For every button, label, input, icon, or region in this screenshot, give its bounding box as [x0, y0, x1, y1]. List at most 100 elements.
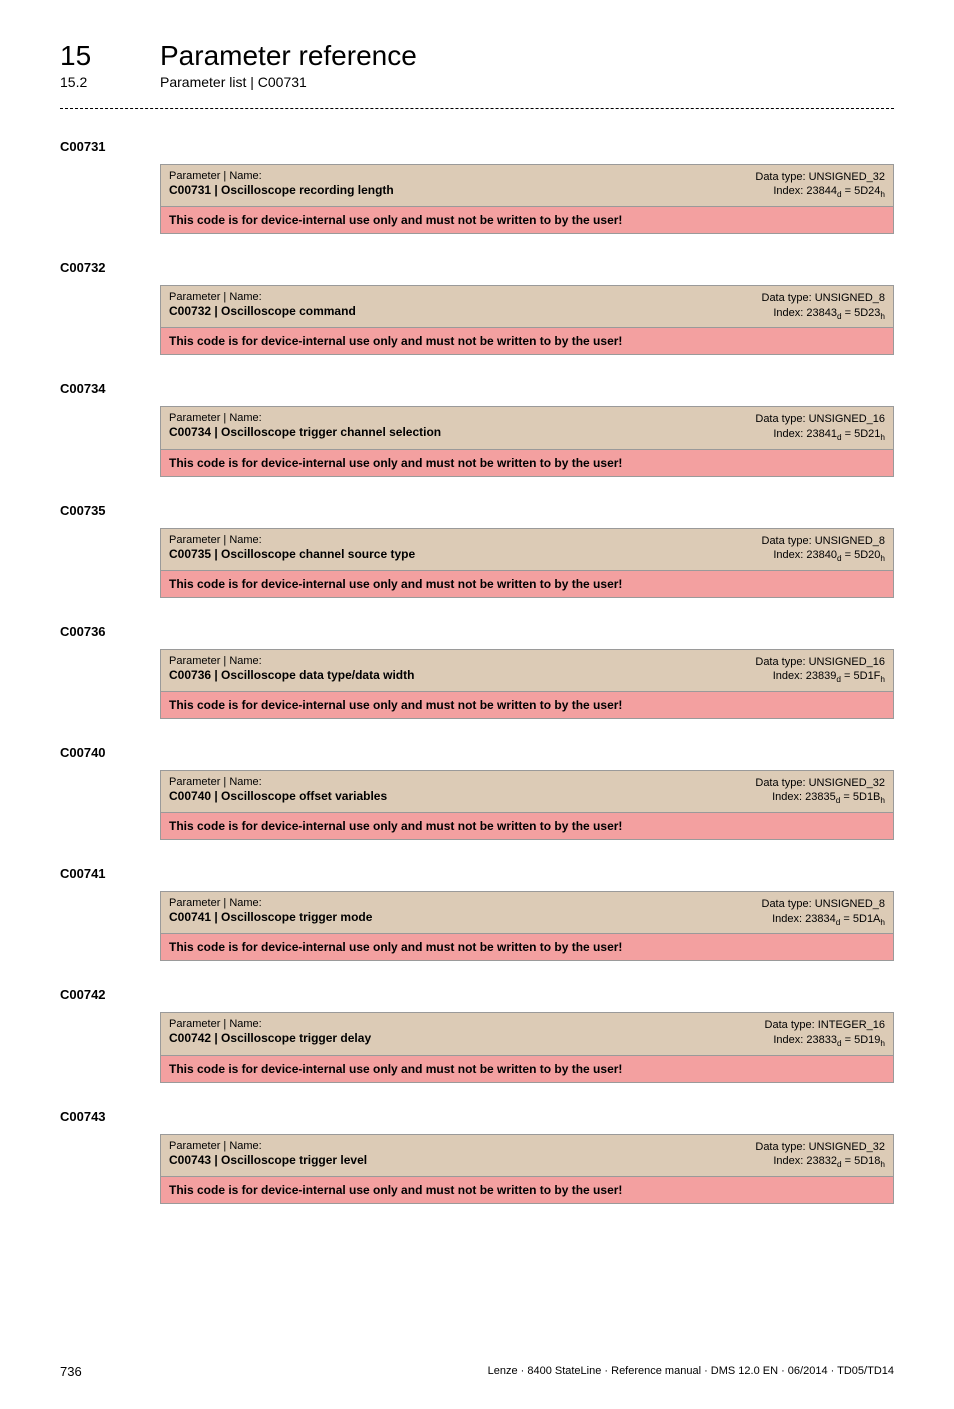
param-section: C00743 Parameter | Name:C00743 | Oscillos…: [60, 1109, 894, 1204]
param-code-label: C00740: [60, 745, 894, 760]
param-header-left: Parameter | Name:C00736 | Oscilloscope d…: [169, 655, 414, 682]
param-header-right: Data type: UNSIGNED_32Index: 23832d = 5D…: [755, 1140, 885, 1171]
param-datatype: Data type: UNSIGNED_8: [762, 534, 886, 548]
param-code-label: C00735: [60, 503, 894, 518]
param-box: Parameter | Name:C00741 | Oscilloscope t…: [160, 891, 894, 961]
param-name-label: Parameter | Name:: [169, 1140, 367, 1152]
param-code-label: C00741: [60, 866, 894, 881]
chapter-number: 15: [60, 40, 160, 72]
param-name: C00741 | Oscilloscope trigger mode: [169, 910, 372, 924]
param-name: C00734 | Oscilloscope trigger channel se…: [169, 425, 441, 439]
page-number: 736: [60, 1364, 82, 1379]
page-footer: 736 Lenze · 8400 StateLine · Reference m…: [60, 1364, 894, 1379]
param-index: Index: 23840d = 5D20h: [762, 548, 886, 565]
param-body-note: This code is for device-internal use onl…: [161, 327, 893, 354]
param-body-note: This code is for device-internal use onl…: [161, 570, 893, 597]
param-name: C00740 | Oscilloscope offset variables: [169, 789, 387, 803]
param-header-right: Data type: UNSIGNED_16Index: 23839d = 5D…: [755, 655, 885, 686]
doc-reference: Lenze · 8400 StateLine · Reference manua…: [488, 1365, 894, 1377]
param-datatype: Data type: INTEGER_16: [765, 1018, 885, 1032]
param-name: C00736 | Oscilloscope data type/data wid…: [169, 668, 414, 682]
param-header-left: Parameter | Name:C00743 | Oscilloscope t…: [169, 1140, 367, 1167]
param-box: Parameter | Name:C00731 | Oscilloscope r…: [160, 164, 894, 234]
param-body-note: This code is for device-internal use onl…: [161, 449, 893, 476]
param-code-label: C00736: [60, 624, 894, 639]
param-name-label: Parameter | Name:: [169, 1018, 371, 1030]
param-index: Index: 23834d = 5D1Ah: [762, 912, 886, 929]
param-header: Parameter | Name:C00731 | Oscilloscope r…: [161, 165, 893, 206]
param-body-note: This code is for device-internal use onl…: [161, 206, 893, 233]
param-code-label: C00731: [60, 139, 894, 154]
param-header: Parameter | Name:C00736 | Oscilloscope d…: [161, 650, 893, 691]
param-body-note: This code is for device-internal use onl…: [161, 812, 893, 839]
param-section: C00731 Parameter | Name:C00731 | Oscillos…: [60, 139, 894, 234]
param-datatype: Data type: UNSIGNED_32: [755, 1140, 885, 1154]
param-datatype: Data type: UNSIGNED_8: [762, 291, 886, 305]
param-header: Parameter | Name:C00741 | Oscilloscope t…: [161, 892, 893, 933]
param-box: Parameter | Name:C00736 | Oscilloscope d…: [160, 649, 894, 719]
param-header-left: Parameter | Name:C00734 | Oscilloscope t…: [169, 412, 441, 439]
param-name: C00731 | Oscilloscope recording length: [169, 183, 394, 197]
param-section: C00740 Parameter | Name:C00740 | Oscillos…: [60, 745, 894, 840]
param-name: C00742 | Oscilloscope trigger delay: [169, 1031, 371, 1045]
divider-dashed: [60, 108, 894, 109]
chapter-header: 15 Parameter reference: [60, 40, 894, 72]
param-name: C00743 | Oscilloscope trigger level: [169, 1153, 367, 1167]
param-datatype: Data type: UNSIGNED_16: [755, 412, 885, 426]
param-header-left: Parameter | Name:C00735 | Oscilloscope c…: [169, 534, 415, 561]
param-section: C00736 Parameter | Name:C00736 | Oscillos…: [60, 624, 894, 719]
param-header-right: Data type: UNSIGNED_32Index: 23844d = 5D…: [755, 170, 885, 201]
param-name-label: Parameter | Name:: [169, 655, 414, 667]
param-code-label: C00743: [60, 1109, 894, 1124]
param-box: Parameter | Name:C00734 | Oscilloscope t…: [160, 406, 894, 476]
param-header: Parameter | Name:C00735 | Oscilloscope c…: [161, 529, 893, 570]
param-index: Index: 23835d = 5D1Bh: [755, 790, 885, 807]
param-header-right: Data type: UNSIGNED_8Index: 23843d = 5D2…: [762, 291, 886, 322]
param-header-right: Data type: UNSIGNED_16Index: 23841d = 5D…: [755, 412, 885, 443]
param-index: Index: 23839d = 5D1Fh: [755, 669, 885, 686]
param-header: Parameter | Name:C00734 | Oscilloscope t…: [161, 407, 893, 448]
param-code-label: C00732: [60, 260, 894, 275]
param-index: Index: 23832d = 5D18h: [755, 1154, 885, 1171]
param-header-left: Parameter | Name:C00740 | Oscilloscope o…: [169, 776, 387, 803]
param-index: Index: 23843d = 5D23h: [762, 306, 886, 323]
param-section: C00741 Parameter | Name:C00741 | Oscillos…: [60, 866, 894, 961]
param-section: C00735 Parameter | Name:C00735 | Oscillos…: [60, 503, 894, 598]
param-body-note: This code is for device-internal use onl…: [161, 691, 893, 718]
param-box: Parameter | Name:C00732 | Oscilloscope c…: [160, 285, 894, 355]
param-header-left: Parameter | Name:C00742 | Oscilloscope t…: [169, 1018, 371, 1045]
param-name-label: Parameter | Name:: [169, 776, 387, 788]
param-name: C00732 | Oscilloscope command: [169, 304, 356, 318]
param-header: Parameter | Name:C00732 | Oscilloscope c…: [161, 286, 893, 327]
param-index: Index: 23841d = 5D21h: [755, 427, 885, 444]
param-header-left: Parameter | Name:C00732 | Oscilloscope c…: [169, 291, 356, 318]
param-header-right: Data type: UNSIGNED_32Index: 23835d = 5D…: [755, 776, 885, 807]
param-name-label: Parameter | Name:: [169, 291, 356, 303]
param-datatype: Data type: UNSIGNED_32: [755, 170, 885, 184]
param-header-left: Parameter | Name:C00741 | Oscilloscope t…: [169, 897, 372, 924]
param-section: C00732 Parameter | Name:C00732 | Oscillos…: [60, 260, 894, 355]
param-section: C00734 Parameter | Name:C00734 | Oscillos…: [60, 381, 894, 476]
param-header-right: Data type: UNSIGNED_8Index: 23834d = 5D1…: [762, 897, 886, 928]
param-box: Parameter | Name:C00742 | Oscilloscope t…: [160, 1012, 894, 1082]
subchapter-number: 15.2: [60, 74, 160, 90]
param-section: C00742 Parameter | Name:C00742 | Oscillos…: [60, 987, 894, 1082]
param-name-label: Parameter | Name:: [169, 897, 372, 909]
param-header-right: Data type: INTEGER_16Index: 23833d = 5D1…: [765, 1018, 885, 1049]
param-name-label: Parameter | Name:: [169, 534, 415, 546]
param-name-label: Parameter | Name:: [169, 412, 441, 424]
param-header: Parameter | Name:C00742 | Oscilloscope t…: [161, 1013, 893, 1054]
param-name-label: Parameter | Name:: [169, 170, 394, 182]
subchapter-title: Parameter list | C00731: [160, 74, 307, 90]
param-header: Parameter | Name:C00743 | Oscilloscope t…: [161, 1135, 893, 1176]
param-datatype: Data type: UNSIGNED_16: [755, 655, 885, 669]
param-box: Parameter | Name:C00735 | Oscilloscope c…: [160, 528, 894, 598]
param-header: Parameter | Name:C00740 | Oscilloscope o…: [161, 771, 893, 812]
param-code-label: C00734: [60, 381, 894, 396]
param-header-left: Parameter | Name:C00731 | Oscilloscope r…: [169, 170, 394, 197]
subchapter-header: 15.2 Parameter list | C00731: [60, 74, 894, 90]
param-body-note: This code is for device-internal use onl…: [161, 1055, 893, 1082]
param-code-label: C00742: [60, 987, 894, 1002]
param-body-note: This code is for device-internal use onl…: [161, 1176, 893, 1203]
chapter-title: Parameter reference: [160, 40, 417, 72]
